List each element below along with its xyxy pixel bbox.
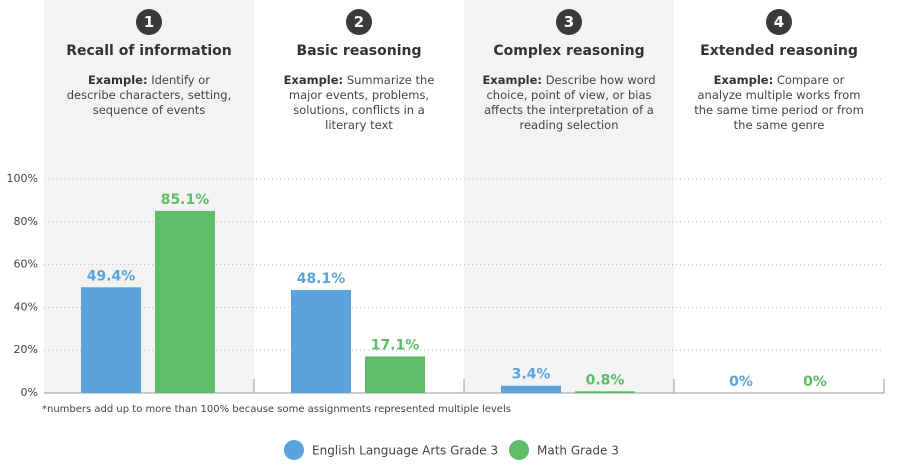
example-text: Summarize the major events, problems, so… <box>288 73 435 132</box>
data-label: 48.1% <box>297 271 346 287</box>
level-example: Example: Summarize the major events, pro… <box>272 73 446 133</box>
bar <box>291 290 351 393</box>
level-title: Recall of information <box>66 43 232 59</box>
legend-swatch <box>284 440 304 460</box>
legend-label: Math Grade 3 <box>537 444 619 458</box>
bar <box>575 391 635 393</box>
data-label: 0% <box>729 374 753 390</box>
footnote: *numbers add up to more than 100% becaus… <box>42 404 511 415</box>
example-label: Example: <box>283 73 344 87</box>
data-label: 49.4% <box>87 268 136 284</box>
example-label: Example: <box>713 73 774 87</box>
legend-swatch <box>509 440 529 460</box>
level-title: Complex reasoning <box>493 43 645 59</box>
example-label: Example: <box>87 73 148 87</box>
level-example: Example: Compare or analyze multiple wor… <box>692 73 866 133</box>
level-example: Example: Identify or describe characters… <box>62 73 236 118</box>
y-tick-label: 100% <box>7 172 38 185</box>
example-text: Identify or describe characters, setting… <box>66 73 232 117</box>
level-number: 3 <box>556 9 582 35</box>
bar <box>365 356 425 393</box>
level-number: 2 <box>346 9 372 35</box>
level-number: 4 <box>766 9 792 35</box>
bar <box>501 385 561 393</box>
example-label: Example: <box>482 73 543 87</box>
column-background <box>44 0 254 393</box>
data-label: 17.1% <box>371 337 420 353</box>
example-text: Describe how word choice, point of view,… <box>484 73 656 132</box>
y-tick-label: 80% <box>14 215 38 228</box>
data-label: 3.4% <box>512 367 551 383</box>
level-number: 1 <box>136 9 162 35</box>
level-title: Basic reasoning <box>296 43 422 59</box>
level-example: Example: Describe how word choice, point… <box>482 73 656 133</box>
level-title: Extended reasoning <box>700 43 858 59</box>
y-tick-label: 0% <box>21 386 38 399</box>
column-background <box>464 0 674 393</box>
legend-label: English Language Arts Grade 3 <box>312 444 498 458</box>
y-tick-label: 60% <box>14 258 38 271</box>
data-label: 0.8% <box>586 372 625 388</box>
data-label: 85.1% <box>161 192 210 208</box>
y-tick-label: 40% <box>14 300 38 313</box>
bar <box>155 210 215 393</box>
example-text: Compare or analyze multiple works from t… <box>694 73 864 132</box>
y-tick-label: 20% <box>14 343 38 356</box>
data-label: 0% <box>803 374 827 390</box>
bar <box>81 287 141 393</box>
